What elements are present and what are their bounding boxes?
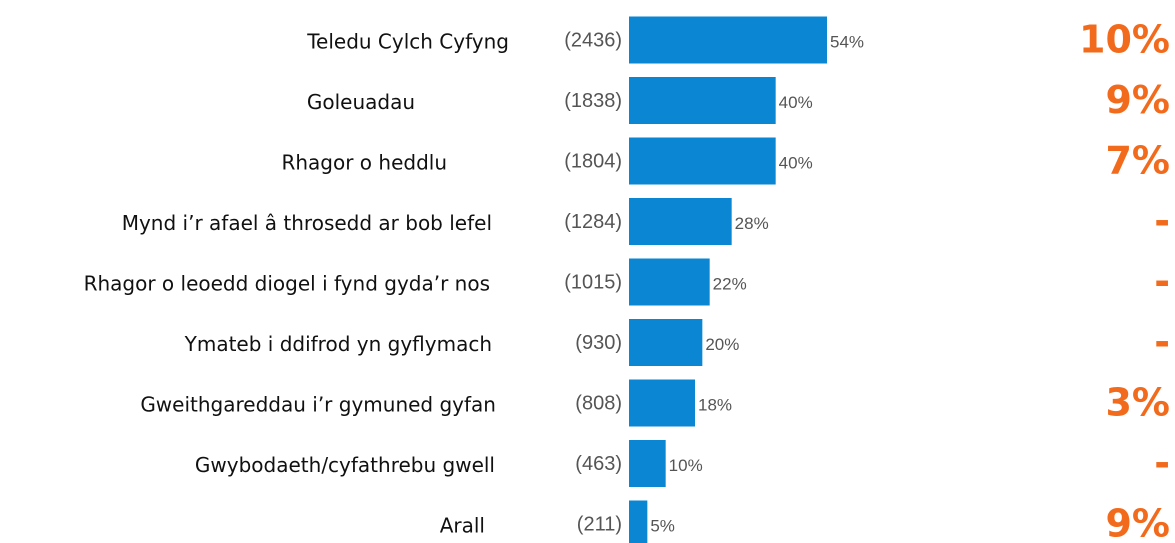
- count-label: (1284): [564, 211, 622, 233]
- count-label: (1804): [564, 150, 622, 172]
- bar: [629, 137, 776, 185]
- category-label: Gweithgareddau i’r gymuned gyfan: [140, 393, 496, 417]
- count-label: (211): [577, 513, 622, 535]
- count-label: (1838): [564, 90, 622, 112]
- comparison-label: 9%: [1105, 78, 1170, 122]
- comparison-label: -: [1154, 441, 1170, 485]
- value-label: 28%: [735, 214, 769, 233]
- comparison-label: 9%: [1105, 502, 1170, 543]
- value-label: 10%: [669, 456, 703, 475]
- category-label: Goleuadau: [307, 90, 415, 114]
- bar: [629, 500, 648, 543]
- bar: [629, 198, 732, 245]
- bar: [629, 319, 703, 366]
- bar: [629, 440, 666, 487]
- comparison-label: 10%: [1079, 18, 1170, 62]
- count-label: (808): [575, 392, 622, 414]
- value-label: 40%: [779, 153, 813, 172]
- category-label: Gwybodaeth/cyfathrebu gwell: [195, 453, 495, 477]
- value-label: 22%: [713, 274, 747, 293]
- category-label: Arall: [440, 514, 485, 538]
- value-label: 54%: [830, 32, 864, 51]
- comparison-label: -: [1154, 260, 1170, 304]
- category-label: Mynd i’r afael â throsedd ar bob lefel: [122, 211, 492, 235]
- value-label: 40%: [779, 93, 813, 112]
- bar: [629, 379, 695, 427]
- category-label: Teledu Cylch Cyfyng: [306, 30, 509, 54]
- comparison-label: 3%: [1105, 381, 1170, 425]
- comparison-label: -: [1154, 320, 1170, 364]
- category-label: Rhagor o heddlu: [281, 151, 447, 175]
- bar: [629, 258, 710, 306]
- count-label: (930): [575, 332, 622, 354]
- bar: [629, 16, 827, 64]
- value-label: 18%: [698, 395, 732, 414]
- count-label: (463): [575, 453, 622, 475]
- comparison-label: -: [1154, 199, 1170, 243]
- count-label: (1015): [564, 271, 622, 293]
- count-label: (2436): [564, 29, 622, 51]
- category-label: Rhagor o leoedd diogel i fynd gyda’r nos: [84, 272, 490, 296]
- value-label: 20%: [705, 335, 739, 354]
- category-label: Ymateb i ddifrod yn gyflymach: [184, 332, 492, 356]
- value-label: 5%: [650, 516, 675, 535]
- comparison-label: 7%: [1105, 139, 1170, 183]
- bar: [629, 77, 776, 124]
